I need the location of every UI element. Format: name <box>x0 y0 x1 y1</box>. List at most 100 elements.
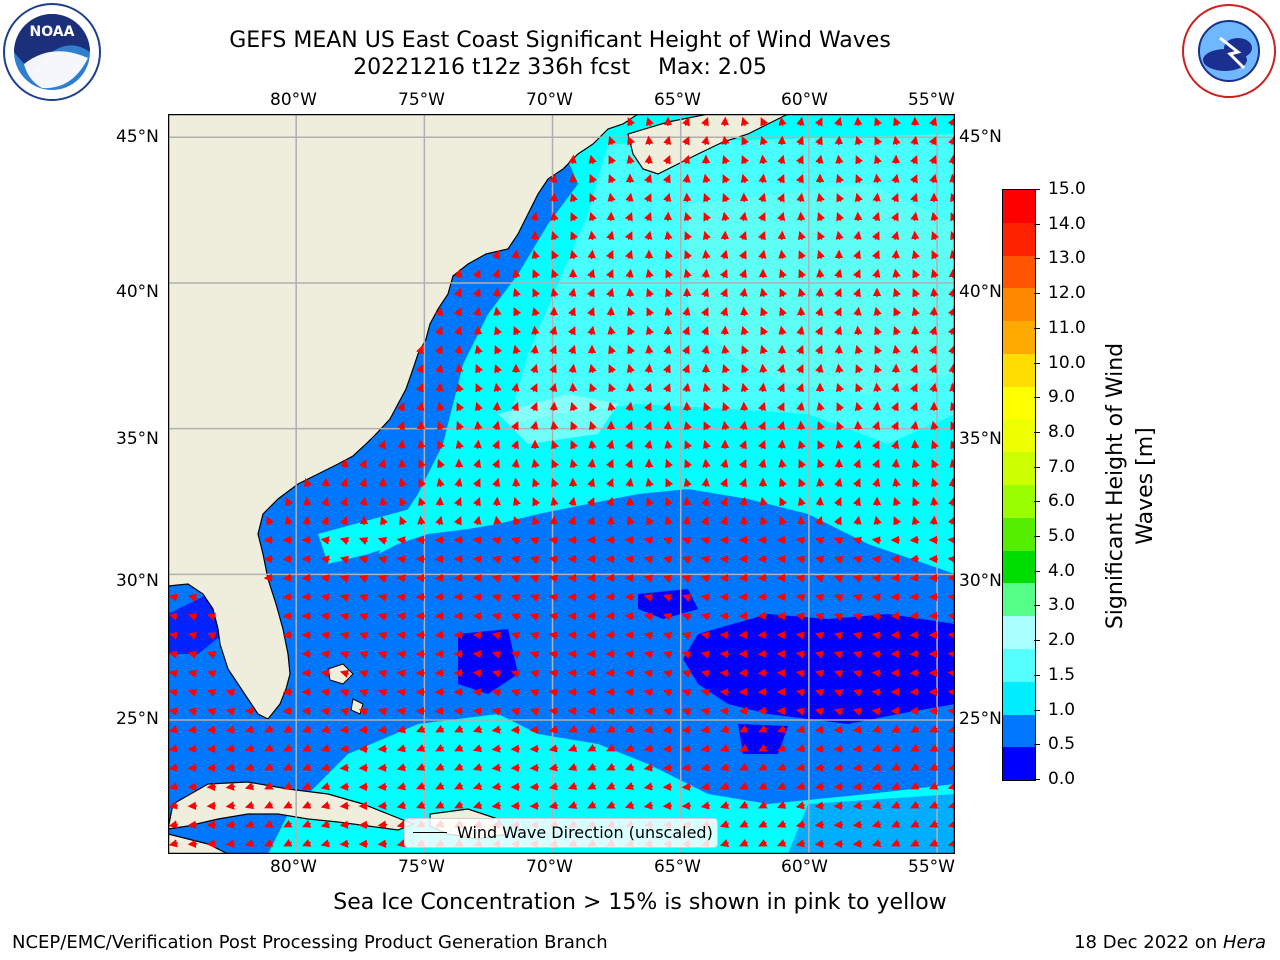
wind-wave-arrow <box>358 670 369 678</box>
wind-wave-arrow <box>665 458 673 469</box>
wind-wave-arrow <box>548 574 559 583</box>
wind-wave-arrow <box>910 819 920 828</box>
wind-wave-arrow <box>302 838 312 847</box>
wind-wave-arrow <box>852 669 863 678</box>
wind-wave-arrow <box>187 839 198 848</box>
wind-wave-arrow <box>320 516 329 526</box>
wind-wave-arrow <box>529 707 540 716</box>
wind-wave-arrow <box>285 497 294 507</box>
wind-wave-arrow <box>873 363 882 374</box>
wind-wave-arrow <box>283 838 293 847</box>
wind-wave-arrow <box>568 496 577 507</box>
wind-wave-arrow <box>624 763 635 772</box>
wind-wave-arrow <box>834 477 843 488</box>
wind-wave-arrow <box>302 781 312 790</box>
wind-wave-arrow <box>358 708 369 716</box>
wind-wave-arrow <box>817 440 826 450</box>
wind-wave-arrow <box>643 763 654 772</box>
wind-wave-arrow <box>759 135 768 146</box>
wind-wave-arrow <box>700 117 709 127</box>
wind-wave-arrow <box>909 192 918 203</box>
wind-wave-arrow <box>795 612 806 621</box>
colorbar-cell <box>1003 714 1035 748</box>
wind-wave-arrow <box>377 593 388 602</box>
wind-wave-arrow <box>168 744 179 753</box>
colorbar-cell <box>1003 485 1035 518</box>
wind-wave-arrow <box>663 401 672 412</box>
wind-wave-arrow <box>472 763 483 772</box>
wind-wave-arrow <box>624 458 633 469</box>
wind-wave-arrow <box>494 325 503 336</box>
wind-wave-arrow <box>681 669 692 678</box>
wind-wave-arrow <box>739 781 749 790</box>
wind-wave-arrow <box>567 800 578 809</box>
wind-wave-arrow <box>815 306 824 317</box>
wind-wave-arrow <box>415 383 424 393</box>
wind-wave-arrow <box>358 575 369 583</box>
wind-wave-arrow <box>949 458 955 469</box>
wind-wave-arrow <box>396 782 407 791</box>
wind-wave-arrow <box>358 594 369 602</box>
wind-wave-arrow <box>532 269 541 279</box>
lon-label-bottom-60w: 60°W <box>781 857 828 877</box>
wind-wave-arrow <box>930 268 939 279</box>
wind-wave-arrow <box>719 497 728 507</box>
wind-wave-arrow <box>168 593 179 602</box>
wind-wave-arrow <box>436 477 445 488</box>
wind-wave-arrow <box>909 649 920 658</box>
wind-wave-arrow <box>719 744 730 753</box>
wind-wave-arrow <box>359 496 368 507</box>
wind-wave-arrow <box>739 762 749 771</box>
wind-wave-arrow <box>757 687 768 696</box>
wind-wave-arrow <box>396 593 407 602</box>
wind-wave-arrow <box>548 650 559 659</box>
wind-wave-arrow <box>797 420 806 431</box>
wind-wave-arrow <box>643 725 654 734</box>
lat-label-right-40n: 40°N <box>959 282 1002 302</box>
wind-wave-arrow <box>871 707 882 716</box>
wind-wave-arrow <box>283 724 293 733</box>
wind-wave-map <box>167 113 956 855</box>
wind-wave-arrow <box>662 364 671 374</box>
wind-wave-arrow <box>872 401 881 412</box>
wind-wave-arrow <box>513 516 522 526</box>
wind-wave-arrow <box>701 477 710 488</box>
wind-wave-arrow <box>568 154 577 165</box>
wind-wave-arrow <box>605 478 614 488</box>
legend-line-swatch <box>413 832 447 833</box>
wind-wave-arrow <box>187 820 198 829</box>
wind-wave-arrow <box>378 458 387 469</box>
wind-wave-arrow <box>513 326 522 336</box>
wind-wave-arrow <box>760 117 769 127</box>
wind-wave-arrow <box>340 458 349 469</box>
wind-wave-arrow <box>835 154 844 165</box>
wind-wave-arrow <box>797 439 806 450</box>
wind-wave-arrow <box>339 839 350 848</box>
wind-wave-arrow <box>397 420 405 431</box>
nws-logo <box>1180 2 1278 100</box>
wind-wave-arrow <box>816 477 825 488</box>
wind-wave-arrow <box>663 135 672 146</box>
wind-wave-arrow <box>833 632 844 640</box>
wind-wave-arrow <box>817 231 826 241</box>
wind-wave-arrow <box>453 497 462 507</box>
lat-label-left-25n: 25°N <box>116 709 159 729</box>
colorbar-tick-mark <box>1034 466 1040 468</box>
wind-wave-arrow <box>757 706 768 715</box>
wind-wave-arrow <box>606 724 616 733</box>
wind-wave-arrow <box>644 363 653 374</box>
wind-wave-arrow <box>529 725 540 734</box>
wind-wave-arrow <box>529 593 540 602</box>
wind-wave-arrow <box>930 420 939 431</box>
wind-wave-arrow <box>833 516 842 526</box>
colorbar-cell <box>1003 681 1035 715</box>
wind-wave-arrow <box>777 762 787 771</box>
wind-wave-arrow <box>473 306 482 317</box>
wind-wave-arrow <box>796 401 805 412</box>
wind-wave-arrow <box>795 345 804 355</box>
wind-wave-arrow <box>891 173 900 184</box>
wind-wave-arrow <box>871 440 880 450</box>
wind-wave-arrow <box>663 192 672 203</box>
wind-wave-arrow <box>624 593 635 602</box>
wind-wave-arrow <box>779 516 788 526</box>
